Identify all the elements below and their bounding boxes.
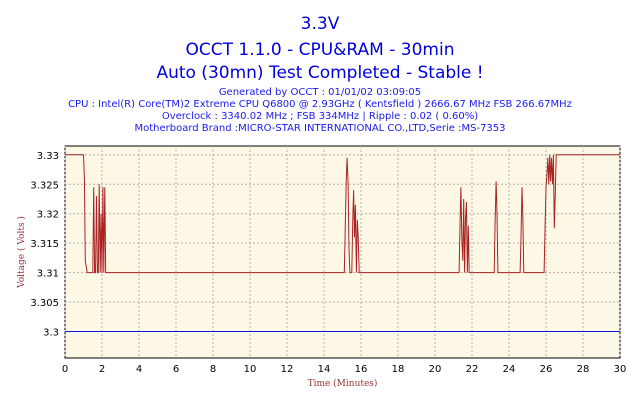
y-axis-label: Voltage ( Volts ): [16, 216, 27, 289]
y-tick-label: 3.32: [37, 210, 59, 221]
y-tick-label: 3.325: [30, 180, 59, 191]
x-tick-label: 28: [577, 364, 590, 375]
generated-info: Generated by OCCT : 01/01/02 03:09:05: [218, 87, 422, 98]
x-tick-label: 14: [318, 364, 331, 375]
x-tick-label: 0: [62, 364, 68, 375]
x-tick-label: 4: [136, 364, 142, 375]
x-tick-label: 12: [281, 364, 294, 375]
y-tick-label: 3.33: [37, 151, 59, 162]
x-tick-label: 22: [466, 364, 479, 375]
y-tick-label: 3.305: [30, 298, 59, 309]
x-tick-label: 6: [173, 364, 179, 375]
chart-title: 3.3V: [300, 14, 340, 34]
x-tick-label: 16: [355, 364, 368, 375]
x-axis-label: Time (Minutes): [308, 378, 378, 389]
cpu-info: CPU : Intel(R) Core(TM)2 Extreme CPU Q68…: [68, 99, 572, 110]
plot-area: [64, 145, 621, 359]
tick-labels: 0 2 4 6 8 10 12 14 16 18 20 22 24 26 28 303.333.3253.32…: [30, 151, 626, 375]
series-group: [65, 154, 620, 332]
chart-subtitle: OCCT 1.1.0 - CPU&RAM - 30min: [185, 40, 455, 60]
x-tick-label: 24: [503, 364, 516, 375]
x-tick-label: 8: [210, 364, 216, 375]
test-status: Auto (30mn) Test Completed - Stable !: [156, 63, 484, 83]
voltage-series-line: [65, 154, 620, 274]
x-tick-label: 20: [429, 364, 442, 375]
x-tick-label: 18: [392, 364, 405, 375]
x-tick-label: 30: [614, 364, 627, 375]
overclock-info: Overclock : 3340.02 MHz ; FSB 334MHz | R…: [161, 111, 479, 122]
motherboard-info: Motherboard Brand :MICRO-STAR INTERNATIO…: [134, 123, 506, 134]
y-tick-label: 3.3: [43, 328, 59, 339]
y-tick-label: 3.31: [37, 269, 59, 280]
x-tick-label: 10: [244, 364, 257, 375]
x-tick-label: 2: [99, 364, 105, 375]
y-tick-label: 3.315: [30, 239, 59, 250]
x-tick-label: 26: [540, 364, 553, 375]
